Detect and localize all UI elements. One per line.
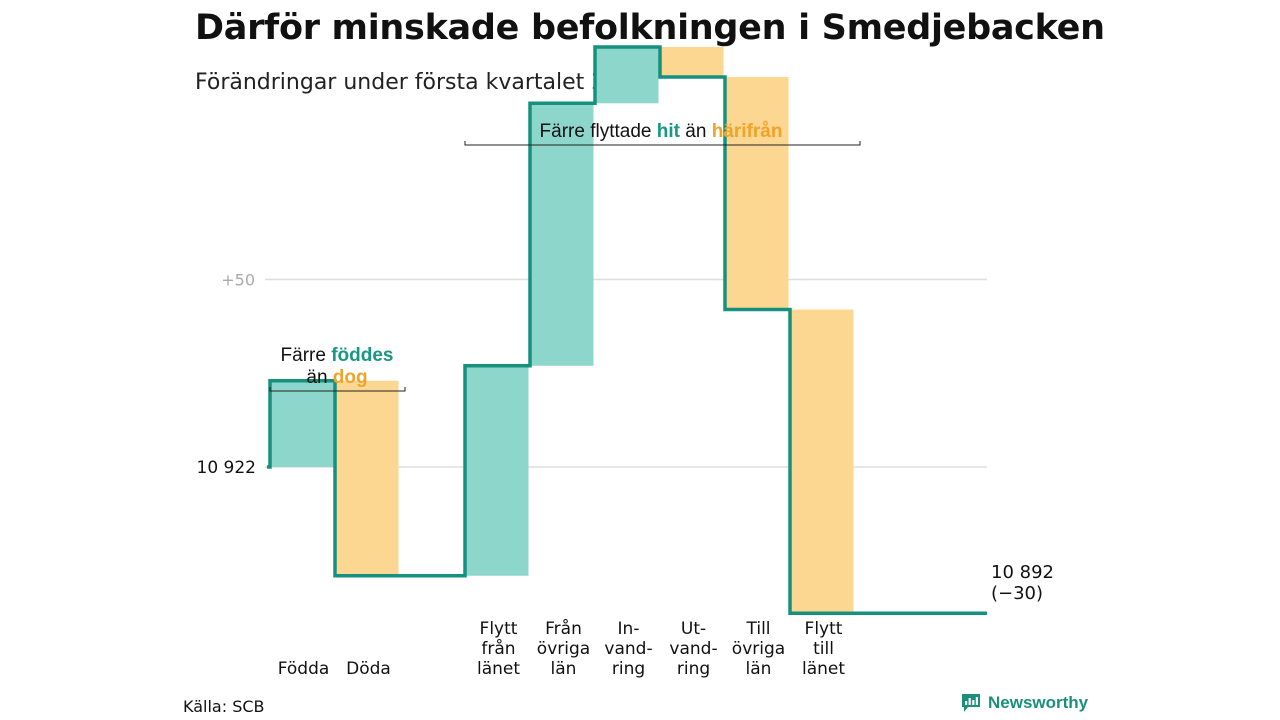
annotation-1-line-0: Färre flyttade hit än härifrån (540, 121, 783, 142)
category-label-4-1: övriga (537, 639, 590, 659)
category-label-4-0: Från (545, 618, 582, 639)
brand-name: Newsworthy (988, 693, 1089, 712)
category-label-6-2: ring (677, 659, 710, 679)
annotation-0-line-0: Färre föddes (281, 345, 394, 366)
cumulative-step-line (267, 45, 987, 615)
category-label-8-1: till (813, 639, 834, 659)
category-label-1-0: Döda (346, 659, 391, 679)
category-label-7-0: Till (745, 619, 770, 639)
end-value-label: 10 892 (991, 562, 1054, 583)
category-label-6-0: Ut- (681, 619, 706, 639)
waterfall-bar-7 (726, 77, 789, 310)
category-label-5-2: ring (612, 659, 645, 679)
category-label-5-0: In- (618, 619, 640, 639)
category-label-3-0: Flytt (480, 619, 518, 639)
waterfall-bar-3 (466, 365, 529, 576)
annotation-0-bracket (269, 387, 406, 392)
ytick-plus50: +50 (221, 271, 255, 290)
category-label-7-1: övriga (732, 639, 785, 659)
waterfall-bar-0 (271, 380, 334, 467)
brand-logo: Newsworthy (960, 692, 1088, 714)
waterfall-bar-5 (596, 47, 659, 104)
waterfall-bar-4 (531, 103, 594, 366)
category-label-8-2: länet (802, 659, 845, 679)
category-label-3-1: från (481, 638, 515, 659)
annotation-1-bracket (464, 141, 861, 146)
category-label-3-2: länet (477, 659, 520, 679)
category-label-4-2: län (551, 659, 577, 679)
start-value-label: 10 922 (197, 458, 256, 478)
annotation-0-line-1: än dog (306, 367, 367, 388)
chart-subtitle: Förändringar under första kvartalet 2023 (195, 70, 648, 95)
source-label: Källa: SCB (183, 697, 265, 716)
newsworthy-logo-icon (962, 694, 980, 712)
waterfall-bar-6 (661, 47, 724, 77)
category-label-6-1: vand- (669, 639, 717, 659)
category-label-0-0: Födda (278, 659, 330, 679)
end-change-label: (−30) (991, 583, 1043, 604)
waterfall-bar-1 (336, 380, 399, 576)
chart-title: Därför minskade befolkningen i Smedjebac… (195, 8, 1105, 48)
category-label-7-2: län (746, 659, 772, 679)
category-label-8-0: Flytt (805, 619, 843, 639)
category-label-5-1: vand- (604, 639, 652, 659)
waterfall-bar-8 (791, 309, 854, 614)
